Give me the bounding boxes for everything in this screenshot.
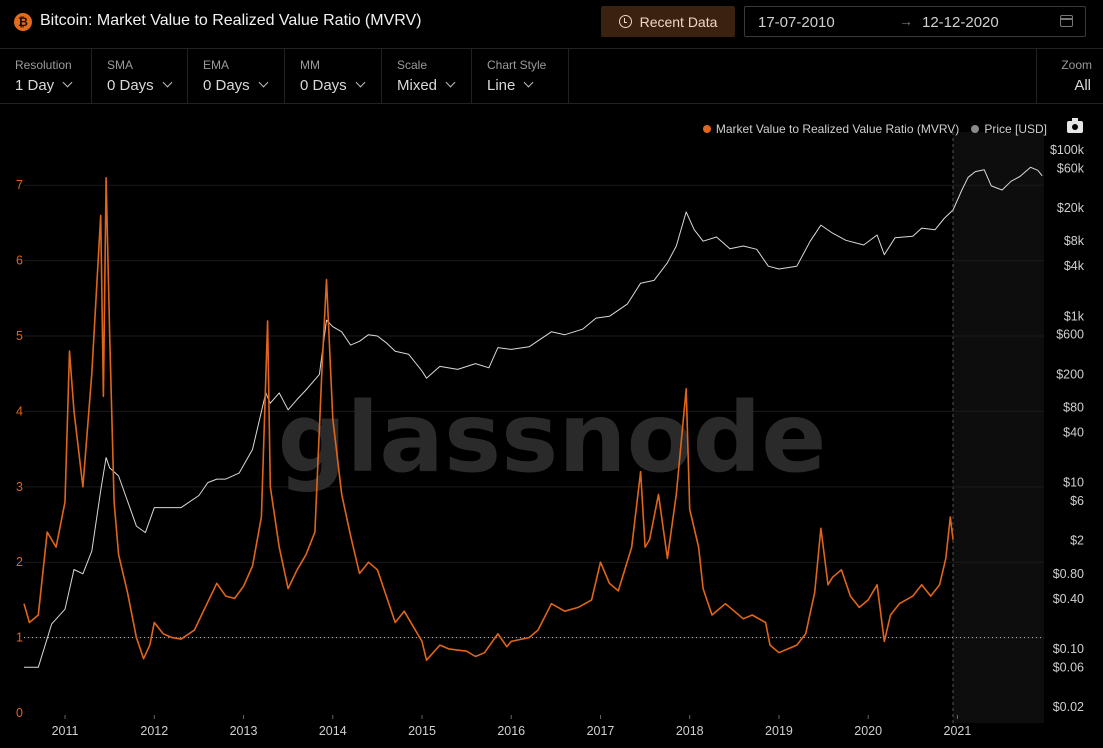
legend-dot-price <box>971 125 980 133</box>
mm-value: 0 Days <box>300 77 347 94</box>
y-right-tick-label: $80 <box>1063 400 1084 414</box>
header-bar: ₿ Bitcoin: Market Value to Realized Valu… <box>0 0 1103 44</box>
series-line-mvrv <box>23 176 954 661</box>
y-right-tick-label: $40 <box>1063 426 1084 440</box>
resolution-value: 1 Day <box>15 77 55 94</box>
y-left-tick-label: 7 <box>16 178 23 192</box>
zoom-value: All <box>1074 77 1091 94</box>
arrow-right-icon: → <box>899 13 913 29</box>
mm-dropdown[interactable]: MM 0 Days <box>285 49 382 103</box>
y-left-tick-label: 6 <box>16 254 23 268</box>
y-right-tick-label: $10 <box>1063 476 1084 490</box>
y-right-tick-label: $4k <box>1064 259 1085 273</box>
y-right-tick-label: $60k <box>1057 161 1085 175</box>
projection-region <box>952 132 1044 723</box>
legend-label-price: Price [USD] <box>984 122 1047 136</box>
y-left-tick-label: 1 <box>16 631 23 645</box>
chart-title: Bitcoin: Market Value to Realized Value … <box>40 12 422 29</box>
calendar-icon[interactable] <box>1060 15 1073 27</box>
y-right-tick-label: $6 <box>1070 494 1084 508</box>
x-tick-label: 2019 <box>765 724 793 738</box>
scale-dropdown[interactable]: Scale Mixed <box>382 49 472 103</box>
x-tick-label: 2018 <box>676 724 704 738</box>
x-tick-label: 2017 <box>587 724 615 738</box>
y-left-tick-label: 5 <box>16 329 23 343</box>
ema-value: 0 Days <box>203 77 250 94</box>
legend-label-mvrv: Market Value to Realized Value Ratio (MV… <box>715 122 960 136</box>
y-left-tick-label: 3 <box>16 480 23 494</box>
chart-style-value: Line <box>487 77 516 94</box>
legend-dot-mvrv <box>702 125 711 133</box>
x-tick-label: 2016 <box>497 724 525 738</box>
y-right-tick-label: $0.80 <box>1053 567 1084 581</box>
x-tick-label: 2012 <box>140 724 168 738</box>
zoom-dropdown[interactable]: Zoom All <box>1036 49 1103 103</box>
y-right-tick-label: $200 <box>1056 367 1084 381</box>
bitcoin-icon: ₿ <box>14 13 32 31</box>
sma-value: 0 Days <box>107 77 154 94</box>
clock-icon <box>618 15 632 28</box>
y-right-tick-label: $0.02 <box>1053 700 1084 714</box>
recent-data-button[interactable]: Recent Data <box>601 6 735 37</box>
series-line-price <box>24 166 1043 668</box>
y-right-tick-label: $8k <box>1064 234 1085 248</box>
x-tick-label: 2011 <box>52 724 79 738</box>
chart-toolbar: Resolution 1 Day SMA 0 Days EMA 0 Days M… <box>0 48 1103 104</box>
legend-item-mvrv[interactable]: Market Value to Realized Value Ratio (MV… <box>702 122 960 136</box>
y-left-tick-label: 4 <box>16 404 23 418</box>
recent-data-label: Recent Data <box>639 13 718 30</box>
y-right-tick-label: $0.10 <box>1053 642 1084 656</box>
date-start-input[interactable]: 17-07-2010 <box>758 14 835 31</box>
y-left-tick-label: 0 <box>16 706 23 720</box>
chart-style-dropdown[interactable]: Chart Style Line <box>472 49 569 103</box>
y-right-tick-label: $1k <box>1064 309 1085 323</box>
watermark-text: glassnode <box>278 382 827 494</box>
y-right-tick-label: $100k <box>1050 143 1085 157</box>
scale-value: Mixed <box>397 77 438 94</box>
ema-dropdown[interactable]: EMA 0 Days <box>188 49 285 103</box>
zoom-label: Zoom <box>1061 58 1092 72</box>
resolution-label: Resolution <box>15 58 72 72</box>
y-right-tick-label: $2 <box>1070 534 1084 548</box>
x-tick-label: 2015 <box>408 724 436 738</box>
resolution-dropdown[interactable]: Resolution 1 Day <box>0 49 92 103</box>
x-tick-label: 2014 <box>319 724 347 738</box>
x-tick-label: 2021 <box>944 724 972 738</box>
x-tick-label: 2013 <box>230 724 258 738</box>
scale-label: Scale <box>397 58 428 72</box>
camera-icon[interactable] <box>1067 118 1083 133</box>
mm-label: MM <box>300 58 320 72</box>
date-end-input[interactable]: 12-12-2020 <box>922 14 999 31</box>
y-right-tick-label: $0.06 <box>1053 660 1084 674</box>
ema-label: EMA <box>203 58 230 72</box>
legend-item-price[interactable]: Price [USD] <box>971 122 1047 136</box>
chart-style-label: Chart Style <box>487 58 547 72</box>
y-right-tick-label: $20k <box>1057 201 1085 215</box>
y-right-tick-label: $0.40 <box>1053 592 1084 606</box>
sma-label: SMA <box>107 58 134 72</box>
y-right-tick-label: $600 <box>1056 328 1084 342</box>
chart-legend: Market Value to Realized Value Ratio (MV… <box>702 122 1047 136</box>
y-left-tick-label: 2 <box>16 555 23 569</box>
date-range-picker[interactable]: 17-07-2010 → 12-12-2020 <box>744 6 1086 37</box>
x-tick-label: 2020 <box>854 724 882 738</box>
sma-dropdown[interactable]: SMA 0 Days <box>92 49 188 103</box>
